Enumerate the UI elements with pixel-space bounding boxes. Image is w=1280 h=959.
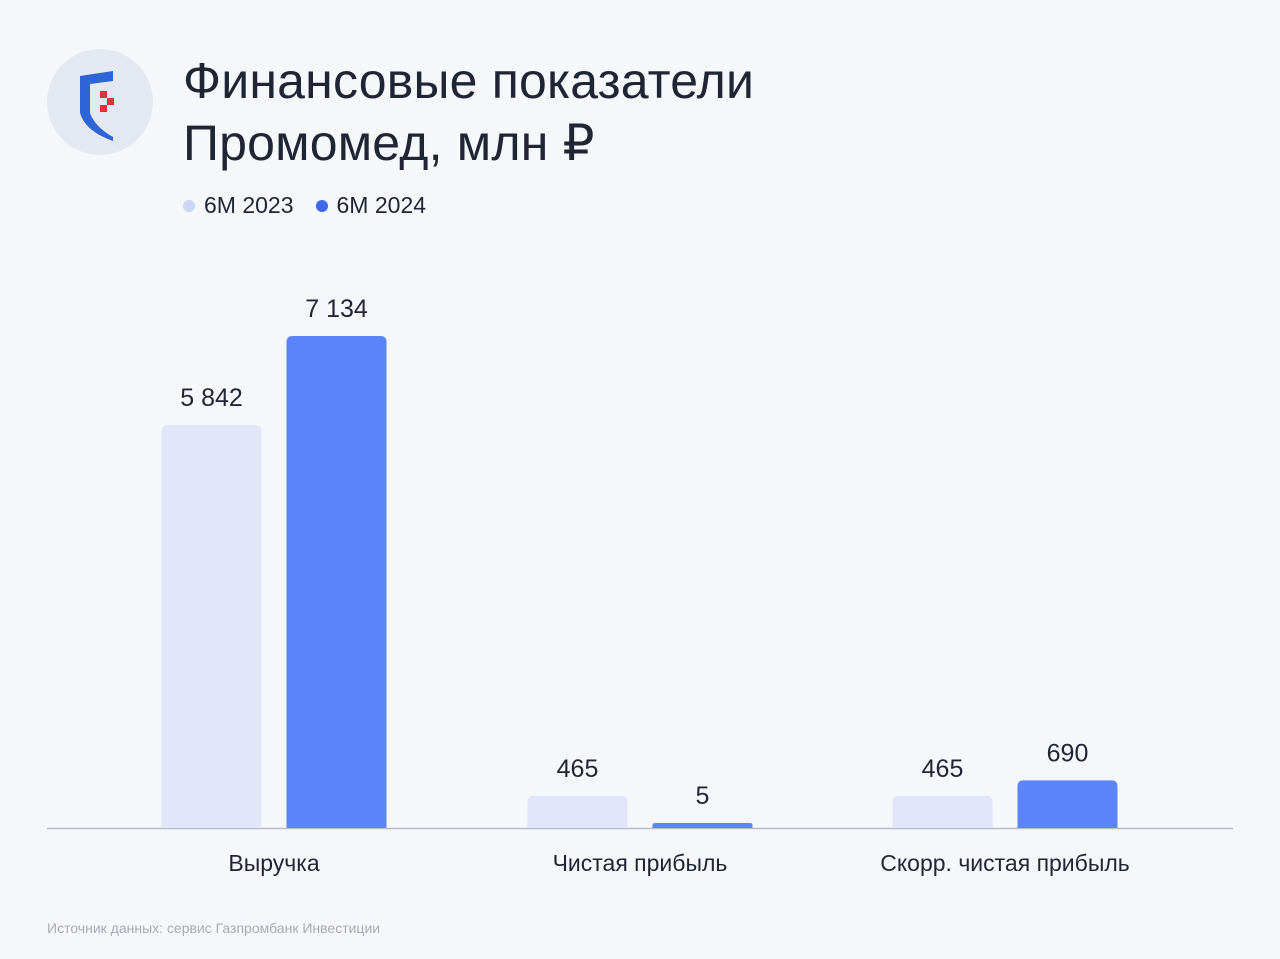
shield-logo-icon (80, 71, 114, 141)
legend-label-2024: 6М 2024 (336, 192, 427, 218)
bar-2023-0 (161, 425, 262, 828)
data-label-2024-1: 5 (696, 782, 710, 810)
category-label-0: Выручка (228, 850, 319, 876)
data-label-2023-2: 465 (922, 755, 964, 783)
bar-2024-0 (286, 336, 387, 828)
legend-dot-2023 (183, 199, 195, 212)
company-logo (47, 49, 153, 155)
bar-2023-2 (892, 795, 993, 828)
legend-item-2024: 6М 2024 (315, 192, 427, 219)
page-title: Финансовые показатели Промомед, млн ₽ (183, 50, 754, 174)
title-line-2: Промомед, млн ₽ (183, 115, 595, 171)
chart-legend: 6М 2023 6М 2024 (183, 192, 448, 219)
data-label-2024-0: 7 134 (305, 295, 368, 323)
data-label-2023-0: 5 842 (180, 384, 243, 412)
data-label-2023-1: 465 (557, 755, 599, 783)
bar-2023-1 (527, 795, 628, 828)
legend-item-2023: 6М 2023 (183, 192, 294, 219)
title-line-1: Финансовые показатели (183, 53, 755, 109)
source-note: Источник данных: сервис Газпромбанк Инве… (47, 920, 381, 936)
legend-dot-2024 (315, 199, 328, 212)
bar-2024-1 (652, 823, 753, 828)
data-label-2024-2: 690 (1047, 739, 1089, 767)
category-label-1: Чистая прибыль (553, 850, 728, 876)
category-label-2: Скорр. чистая прибыль (880, 850, 1130, 876)
legend-label-2023: 6М 2023 (204, 192, 294, 218)
bar-2024-2 (1017, 780, 1118, 828)
